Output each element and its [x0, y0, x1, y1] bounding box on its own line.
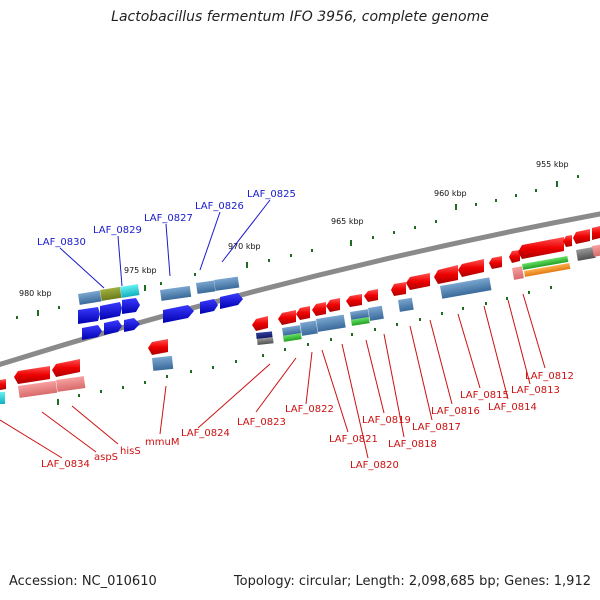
- gene-feature[interactable]: [391, 282, 406, 296]
- gene-label[interactable]: LAF_0823: [237, 417, 286, 428]
- gene-feature[interactable]: [78, 307, 100, 324]
- gene-feature[interactable]: [576, 246, 596, 261]
- gene-feature[interactable]: [220, 293, 243, 309]
- gene-feature[interactable]: [278, 310, 296, 325]
- gene-label[interactable]: LAF_0817: [412, 422, 461, 433]
- gene-feature[interactable]: [256, 331, 273, 339]
- gene-feature[interactable]: [151, 355, 174, 371]
- gene-label[interactable]: LAF_0825: [247, 189, 296, 200]
- gene-feature[interactable]: [0, 392, 5, 404]
- gene-feature[interactable]: [511, 266, 524, 280]
- gene-feature[interactable]: [196, 280, 216, 294]
- gene-label[interactable]: LAF_0818: [388, 439, 437, 450]
- gene-feature[interactable]: [299, 320, 318, 336]
- gene-label[interactable]: LAF_0819: [362, 415, 411, 426]
- gene-label[interactable]: hisS: [120, 446, 141, 457]
- gene-feature[interactable]: [0, 379, 6, 390]
- gene-feature[interactable]: [82, 325, 102, 340]
- gene-feature[interactable]: [99, 286, 122, 301]
- bottom-callout-lines: [0, 293, 546, 459]
- gene-label[interactable]: LAF_0816: [431, 406, 480, 417]
- gene-feature[interactable]: [17, 380, 58, 398]
- gene-feature[interactable]: [124, 318, 140, 332]
- gene-feature[interactable]: [350, 309, 370, 320]
- gene-label[interactable]: LAF_0815: [460, 390, 509, 401]
- gene-label[interactable]: LAF_0821: [329, 434, 378, 445]
- gene-feature[interactable]: [120, 284, 140, 298]
- gene-label[interactable]: LAF_0813: [511, 385, 560, 396]
- gene-label[interactable]: LAF_0830: [37, 237, 86, 248]
- gene-feature[interactable]: [524, 263, 571, 277]
- gene-feature[interactable]: [592, 244, 600, 257]
- gene-label[interactable]: LAF_0820: [350, 460, 399, 471]
- gene-feature[interactable]: [326, 298, 340, 312]
- gene-feature[interactable]: [489, 256, 502, 269]
- gene-feature[interactable]: [104, 320, 122, 335]
- gene-feature[interactable]: [440, 277, 492, 299]
- gene-feature[interactable]: [200, 299, 218, 314]
- gene-feature[interactable]: [160, 285, 192, 301]
- gene-feature[interactable]: [316, 314, 346, 332]
- gene-feature[interactable]: [397, 297, 414, 312]
- gene-feature[interactable]: [100, 302, 122, 320]
- gene-feature[interactable]: [14, 366, 50, 384]
- inner-scale-track: [38, 286, 552, 405]
- gene-feature[interactable]: [148, 339, 168, 355]
- scale-tick-label: 970 kbp: [228, 242, 261, 251]
- gene-label[interactable]: LAF_0834: [41, 459, 90, 470]
- genome-backbone: [0, 211, 600, 368]
- top-callout-lines: [59, 199, 271, 289]
- gene-feature[interactable]: [282, 333, 302, 342]
- accession-text: Accession: NC_010610: [9, 574, 157, 589]
- gene-feature[interactable]: [563, 235, 572, 247]
- gene-feature[interactable]: [364, 289, 378, 302]
- gene-label[interactable]: LAF_0827: [144, 213, 193, 224]
- gene-feature[interactable]: [458, 259, 484, 277]
- forward-strand-genes: [78, 226, 600, 340]
- gene-feature[interactable]: [312, 302, 326, 316]
- scale-tick-label: 955 kbp: [536, 160, 569, 169]
- gene-feature[interactable]: [573, 229, 590, 244]
- reverse-strand-genes: [0, 289, 414, 404]
- gene-label[interactable]: LAF_0814: [488, 402, 537, 413]
- gene-feature[interactable]: [368, 305, 384, 321]
- gene-label[interactable]: LAF_0822: [285, 404, 334, 415]
- scale-tick-label: 980 kbp: [19, 289, 52, 298]
- map-title: Lactobacillus fermentum IFO 3956, comple…: [111, 9, 489, 25]
- outer-scale-track: [16, 175, 579, 319]
- topology-text: Topology: circular; Length: 2,098,685 bp…: [233, 574, 591, 589]
- gene-label[interactable]: LAF_0812: [525, 371, 574, 382]
- gene-feature[interactable]: [52, 359, 80, 377]
- gene-feature[interactable]: [282, 325, 302, 336]
- gene-feature[interactable]: [78, 290, 102, 305]
- gene-feature[interactable]: [509, 250, 520, 263]
- gene-feature[interactable]: [592, 226, 600, 240]
- gene-feature[interactable]: [56, 376, 86, 392]
- gene-feature[interactable]: [518, 237, 564, 259]
- gene-label[interactable]: LAF_0829: [93, 225, 142, 236]
- gene-feature[interactable]: [163, 305, 194, 323]
- gene-feature[interactable]: [252, 316, 268, 331]
- gene-feature[interactable]: [122, 298, 140, 314]
- gene-feature[interactable]: [214, 276, 240, 291]
- gene-feature[interactable]: [296, 306, 310, 320]
- gene-label[interactable]: aspS: [94, 452, 118, 463]
- gene-feature[interactable]: [406, 273, 430, 290]
- gene-label[interactable]: LAF_0824: [181, 428, 230, 439]
- scale-tick-label: 960 kbp: [434, 189, 467, 198]
- gene-label[interactable]: mmuM: [145, 437, 179, 448]
- gene-feature[interactable]: [351, 317, 370, 326]
- gene-feature[interactable]: [522, 256, 569, 270]
- gene-feature[interactable]: [434, 265, 458, 284]
- gene-feature[interactable]: [257, 337, 274, 345]
- scale-tick-label: 975 kbp: [124, 266, 157, 275]
- gene-feature[interactable]: [346, 294, 362, 307]
- gene-label[interactable]: LAF_0826: [195, 201, 244, 212]
- scale-tick-label: 965 kbp: [331, 217, 364, 226]
